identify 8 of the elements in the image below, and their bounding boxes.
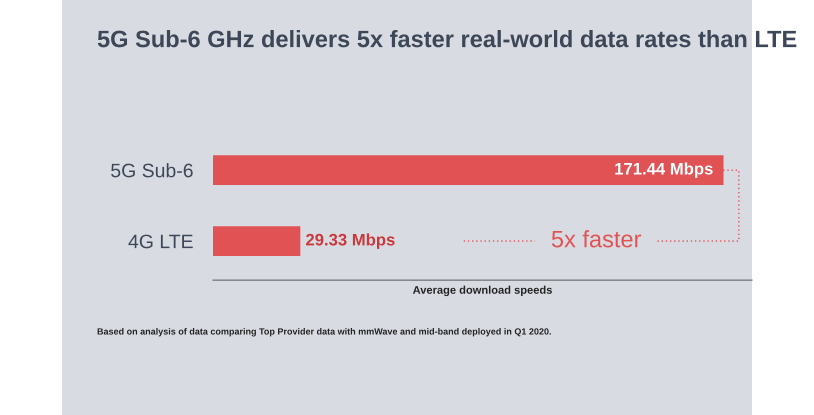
x-axis-title: Average download speeds bbox=[412, 286, 552, 296]
y-tick-label: 4G LTE bbox=[128, 234, 193, 248]
annotation: 5x faster bbox=[552, 230, 642, 248]
data-label: 171.44 Mbps bbox=[615, 162, 713, 178]
text: Based on analysis of data comparing Top Provider data with mmWave and mid-band deployed in Q1 2020. bbox=[98, 328, 551, 336]
y-tick-label: 5G Sub-6 bbox=[111, 163, 193, 178]
data-label: 29.33 Mbps bbox=[306, 233, 395, 249]
chart-title: 5G Sub-6 GHz delivers 5x faster real-world data rates than LTE bbox=[98, 30, 796, 48]
